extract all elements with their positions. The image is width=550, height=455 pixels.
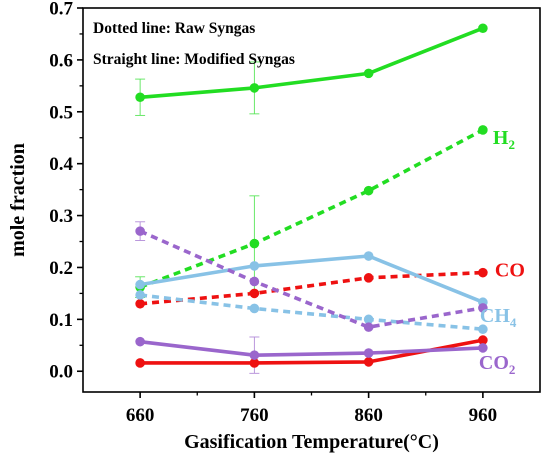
co-solid-data-point xyxy=(249,358,260,368)
h2-dotted-data-point xyxy=(478,125,488,135)
co-solid-data-point xyxy=(478,335,488,345)
h2-dotted-data-point xyxy=(363,185,374,196)
co2-dotted-data-point xyxy=(135,226,145,236)
annotation-modified-syngas: Straight line: Modified Syngas xyxy=(93,51,295,68)
co-dotted-series-line xyxy=(139,270,483,306)
y-tick-label: 0.0 xyxy=(49,362,73,383)
h2-solid-data-point xyxy=(249,83,260,93)
ch4-solid-series-line xyxy=(139,254,484,304)
h2-dotted-series-line xyxy=(139,128,484,289)
co2-solid-data-point xyxy=(478,343,488,353)
y-tick-label: 0.5 xyxy=(49,102,73,123)
co2-solid-data-point xyxy=(249,350,260,360)
h2-solid-data-point xyxy=(478,23,488,34)
y-tick-label: 0.6 xyxy=(49,50,73,71)
y-tick-label: 0.7 xyxy=(49,0,73,20)
x-tick-label: 960 xyxy=(469,405,498,426)
co-dotted-data-point xyxy=(363,273,374,283)
co2-dotted-data-point xyxy=(363,322,374,332)
ch4-dotted-series-line xyxy=(139,293,484,331)
ch4-dotted-data-point xyxy=(135,290,145,300)
series-label-h2: H2 xyxy=(493,127,515,152)
co2-dotted-data-point xyxy=(249,276,260,287)
h2-solid-data-point xyxy=(135,92,145,103)
co-solid-data-point xyxy=(363,357,374,367)
co-solid-data-point xyxy=(135,358,145,368)
y-axis-title: mole fraction xyxy=(7,143,29,257)
annotation-raw-syngas: Dotted line: Raw Syngas xyxy=(93,20,255,37)
x-tick-label: 860 xyxy=(354,405,383,426)
y-tick-label: 0.4 xyxy=(49,154,73,175)
co-dotted-data-point xyxy=(249,288,260,299)
y-tick-label: 0.3 xyxy=(49,206,73,227)
series-label-co: CO xyxy=(495,260,525,282)
y-tick-label: 0.2 xyxy=(49,258,73,279)
x-tick-label: 760 xyxy=(240,405,269,426)
ch4-dotted-data-point xyxy=(249,303,260,314)
series-label-ch4: CH4 xyxy=(480,305,517,330)
co2-solid-data-point xyxy=(363,348,374,358)
x-tick-label: 660 xyxy=(126,405,155,426)
co-dotted-data-point xyxy=(135,298,145,309)
h2-dotted-data-point xyxy=(249,238,260,249)
ch4-solid-data-point xyxy=(249,261,260,271)
co2-solid-series-line xyxy=(139,339,483,358)
ch4-dotted-data-point xyxy=(363,314,374,325)
h2-solid-series-line xyxy=(139,26,484,100)
y-tick-label: 0.1 xyxy=(49,310,73,331)
series-label-co2: CO2 xyxy=(479,352,516,377)
ch4-solid-data-point xyxy=(135,279,145,290)
co2-solid-data-point xyxy=(135,336,145,347)
ch4-solid-data-point xyxy=(363,251,374,261)
co-dotted-data-point xyxy=(478,267,488,278)
co2-dotted-data-point xyxy=(478,303,488,313)
h2-solid-data-point xyxy=(363,68,374,79)
co2-dotted-series-line xyxy=(139,229,484,329)
x-axis-title: Gasification Temperature(°C) xyxy=(184,431,439,453)
ch4-dotted-data-point xyxy=(478,324,488,335)
